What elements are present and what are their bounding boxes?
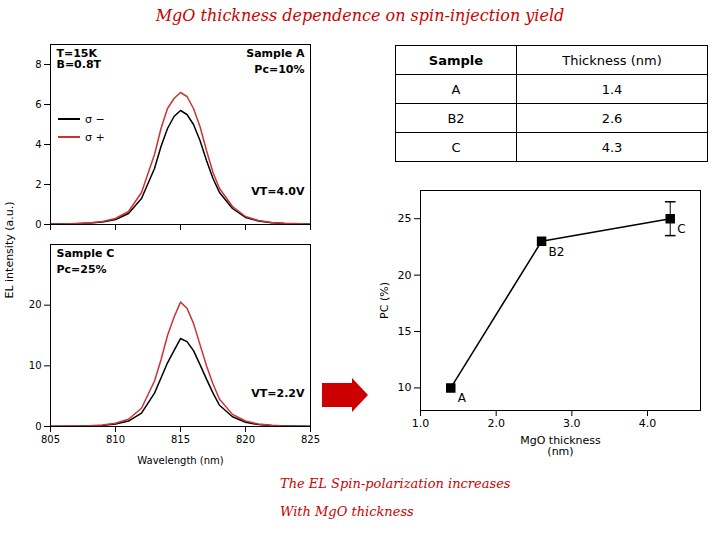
svg-text:825: 825 xyxy=(301,434,320,445)
html-text:MgO thickness dependence on sp: MgO thickness dependence on spin-injecti… xyxy=(155,6,565,25)
html-text:EL intensity (a.u.): EL intensity (a.u.) xyxy=(2,201,16,299)
svg-text:2.0: 2.0 xyxy=(487,417,505,430)
svg-text:Sample A: Sample A xyxy=(246,47,305,60)
svg-text:8: 8 xyxy=(35,59,41,70)
svg-text:815: 815 xyxy=(171,434,190,445)
html-text:1.4: 1.4 xyxy=(601,81,623,97)
svg-text:Wavelength (nm): Wavelength (nm) xyxy=(137,455,223,466)
svg-text:B2: B2 xyxy=(549,245,565,259)
html-text:The EL Spin-polarization incre: The EL Spin-polarization increases xyxy=(280,476,511,491)
svg-text:4.0: 4.0 xyxy=(639,417,657,430)
svg-text:20: 20 xyxy=(398,269,412,282)
svg-text:Sample C: Sample C xyxy=(57,247,115,260)
svg-text:2: 2 xyxy=(35,179,41,190)
html-text:A: A xyxy=(451,81,461,97)
html-text:4.3: 4.3 xyxy=(601,139,623,155)
svg-text:0: 0 xyxy=(35,219,41,230)
svg-text:0: 0 xyxy=(35,421,41,432)
svg-text:1.0: 1.0 xyxy=(412,417,430,430)
html-text:Thickness (nm): Thickness (nm) xyxy=(562,52,662,68)
svg-text:10: 10 xyxy=(398,381,412,394)
svg-text:4: 4 xyxy=(35,139,41,150)
svg-text:820: 820 xyxy=(236,434,255,445)
svg-text:3.0: 3.0 xyxy=(563,417,581,430)
html-text:σ +: σ + xyxy=(85,130,105,144)
svg-text:810: 810 xyxy=(106,434,125,445)
svg-text:Pc=25%: Pc=25% xyxy=(57,263,107,276)
svg-text:25: 25 xyxy=(398,212,412,225)
svg-text:VT=2.2V: VT=2.2V xyxy=(251,387,305,400)
svg-text:10: 10 xyxy=(29,360,42,371)
html-text:σ −: σ − xyxy=(85,112,105,126)
html-text:2.6: 2.6 xyxy=(601,110,623,126)
svg-text:Pc=10%: Pc=10% xyxy=(254,63,304,76)
svg-text:PC (%): PC (%) xyxy=(378,282,391,319)
html-text:C: C xyxy=(451,139,461,155)
svg-text:805: 805 xyxy=(41,434,60,445)
svg-text:A: A xyxy=(458,391,467,405)
html-text:Sample: Sample xyxy=(428,52,484,68)
svg-text:MgO thickness(nm): MgO thickness(nm) xyxy=(520,434,601,458)
svg-text:VT=4.0V: VT=4.0V xyxy=(251,185,305,198)
svg-text:C: C xyxy=(677,222,685,236)
svg-text:6: 6 xyxy=(35,99,41,110)
svg-text:T=15KB=0.8T: T=15KB=0.8T xyxy=(57,47,102,71)
svg-text:20: 20 xyxy=(29,299,42,310)
svg-text:15: 15 xyxy=(398,325,412,338)
html-text:B2: B2 xyxy=(447,110,465,126)
html-text:With MgO thickness: With MgO thickness xyxy=(280,504,414,519)
